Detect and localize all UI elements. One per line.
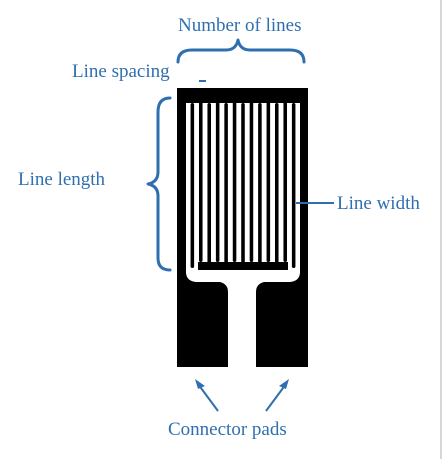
grid-line [275, 103, 279, 268]
grid-line [266, 96, 271, 262]
grid-line [291, 103, 296, 268]
grid-line [224, 103, 228, 268]
line-length-brace [146, 96, 172, 272]
right-pad-arrowhead [279, 379, 289, 389]
grid-line [283, 96, 287, 262]
grid-gaps [186, 96, 300, 273]
conductor-outline [177, 88, 308, 367]
line-spacing-label: Line spacing [72, 61, 170, 82]
line-width-label: Line width [337, 193, 420, 214]
grid-line [190, 103, 195, 268]
connector-pad-arrows [195, 379, 289, 412]
grid-line [258, 103, 262, 268]
connector-pads-label: Connector pads [168, 419, 287, 440]
number-of-lines-label: Number of lines [178, 15, 302, 36]
grid-bottom-bar [198, 262, 288, 270]
left-pad-arrowhead [195, 379, 205, 389]
grid-line [249, 96, 254, 262]
grid-line [241, 103, 245, 268]
grid-line [199, 96, 203, 262]
strain-gauge-pattern [177, 88, 308, 367]
left-pad-arrow [197, 383, 219, 412]
grid-line [215, 96, 220, 262]
right-pad-arrow [265, 383, 287, 412]
line-length-label: Line length [18, 169, 106, 190]
number-of-lines-brace [176, 38, 306, 64]
grid-line [207, 103, 211, 268]
grid-line [232, 96, 237, 262]
